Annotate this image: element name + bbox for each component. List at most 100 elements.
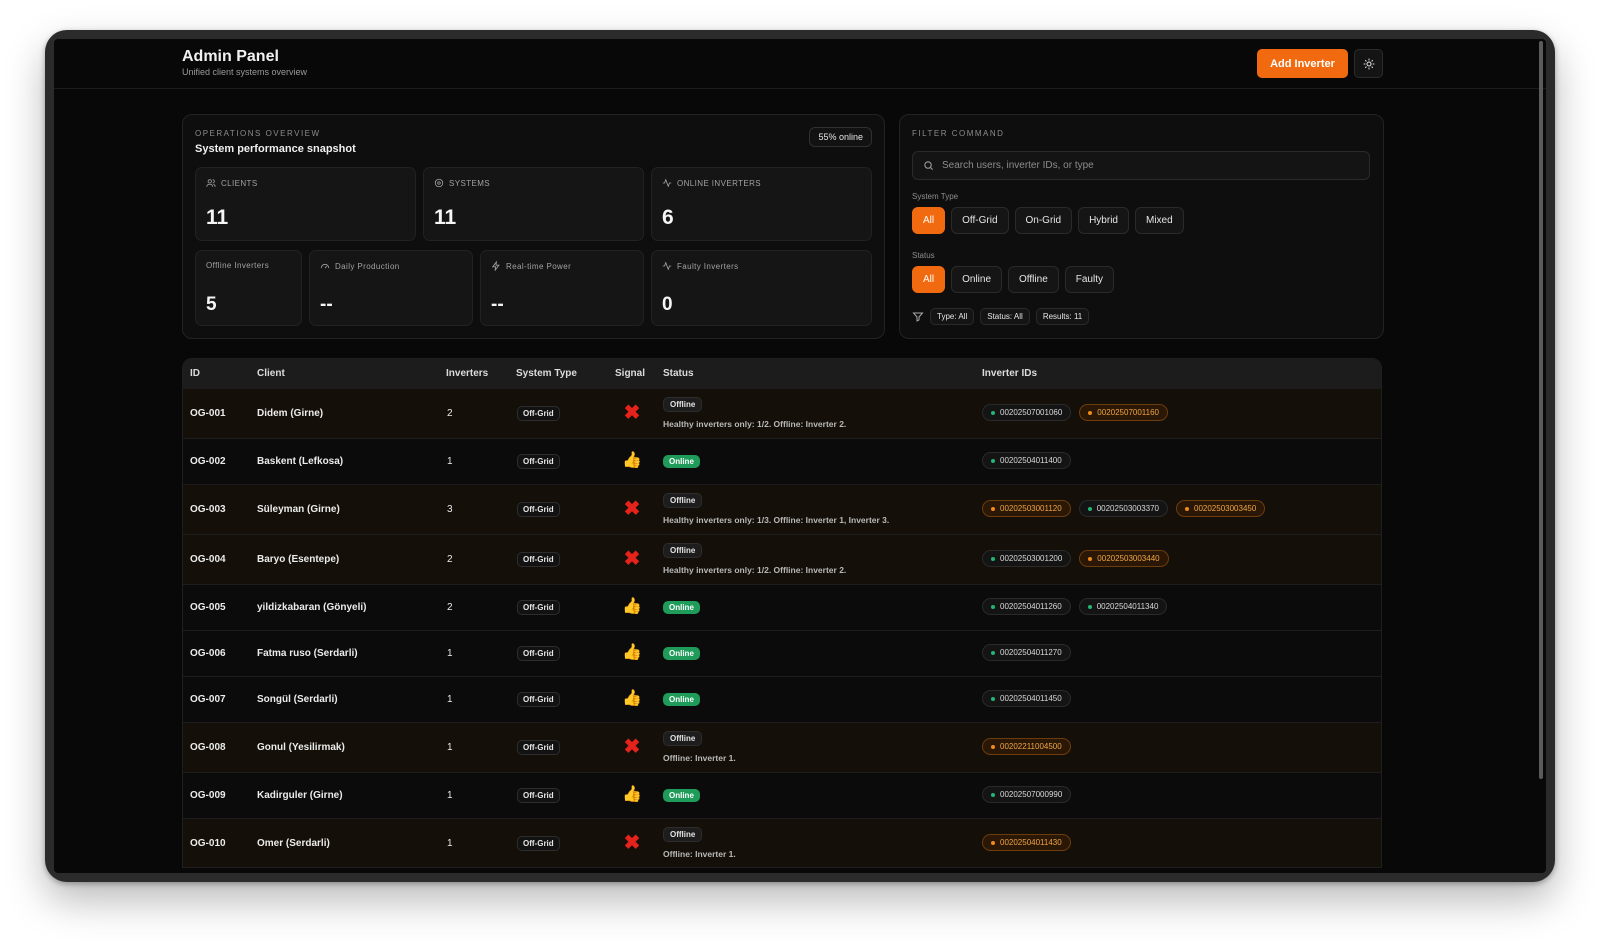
- page-title: Admin Panel: [182, 48, 279, 65]
- table-row[interactable]: OG-007 Songül (Serdarli) 1 Off-Grid 👍 Online 0…: [183, 677, 1381, 723]
- stat-value-realtime-power: --: [491, 294, 504, 315]
- header-inverters[interactable]: Inverters: [446, 368, 489, 379]
- theme-toggle-button[interactable]: [1354, 49, 1383, 78]
- row-inverter-count: 2: [447, 554, 453, 565]
- system-type-chip-all[interactable]: All: [912, 207, 946, 234]
- signal-fail-icon: ✖: [623, 498, 641, 520]
- summary-type: Type: All: [930, 308, 975, 325]
- header-id[interactable]: ID: [190, 368, 200, 379]
- signal-fail-icon: ✖: [623, 548, 641, 570]
- system-type-chip-hybrid[interactable]: Hybrid: [1078, 207, 1129, 234]
- inverter-id-text: 00202504011400: [1000, 456, 1062, 465]
- row-system-type-badge: Off-Grid: [517, 740, 560, 755]
- status-chip-faulty[interactable]: Faulty: [1064, 266, 1114, 293]
- search-input[interactable]: [942, 160, 1369, 171]
- inverter-id-text: 00202503003440: [1097, 554, 1160, 563]
- table-row[interactable]: OG-003 Süleyman (Girne) 3 Off-Grid ✖ Offline H…: [183, 485, 1381, 535]
- row-status-badge: Online: [663, 601, 700, 614]
- status-dot-ok-icon: [991, 604, 995, 609]
- row-inverter-count: 2: [447, 408, 453, 419]
- status-dot-ok-icon: [991, 650, 995, 655]
- inverter-id-pill[interactable]: 00202507001060: [982, 404, 1072, 421]
- status-chip-online[interactable]: Online: [951, 266, 1003, 293]
- filter-summary: Type: All Status: All Results: 11: [912, 308, 1090, 325]
- inverter-id-pill[interactable]: 00202503003440: [1079, 550, 1169, 567]
- table-row[interactable]: OG-004 Baryo (Esentepe) 2 Off-Grid ✖ Offline H…: [183, 535, 1381, 585]
- system-type-label: System Type: [912, 192, 959, 201]
- system-type-chip-mixed[interactable]: Mixed: [1134, 207, 1184, 234]
- row-inverter-ids: 00202507001060 00202507001160: [982, 404, 1168, 421]
- header-system-type[interactable]: System Type: [516, 368, 577, 379]
- table-row[interactable]: OG-002 Baskent (Lefkosa) 1 Off-Grid 👍 Online 0…: [183, 439, 1381, 485]
- header-client[interactable]: Client: [257, 368, 285, 379]
- inverter-id-pill[interactable]: 00202507000990: [982, 786, 1072, 803]
- table-row[interactable]: OG-005 yildizkabaran (Gönyeli) 2 Off-Grid 👍 O…: [183, 585, 1381, 631]
- device-frame: Admin Panel Unified client systems overv…: [45, 30, 1555, 882]
- signal-ok-icon: 👍: [622, 598, 642, 615]
- table-row[interactable]: OG-008 Gonul (Yesilirmak) 1 Off-Grid ✖ Offlin…: [183, 723, 1381, 773]
- status-dot-warn-icon: [991, 506, 995, 511]
- row-status-badge: Offline: [663, 543, 703, 558]
- row-id: OG-008: [190, 742, 226, 753]
- row-inverter-ids: 00202503001200 00202503003440: [982, 550, 1169, 567]
- status-chip-all[interactable]: All: [912, 266, 946, 293]
- system-type-chip-on-grid[interactable]: On-Grid: [1014, 207, 1073, 234]
- gear-icon: [434, 178, 444, 188]
- status-dot-ok-icon: [991, 410, 995, 415]
- row-id: OG-010: [190, 838, 226, 849]
- table-row[interactable]: OG-001 Didem (Girne) 2 Off-Grid ✖ Offline Heal…: [183, 389, 1381, 439]
- inverter-id-pill[interactable]: 00202504011270: [982, 644, 1071, 661]
- row-inverter-ids: 00202504011450: [982, 690, 1071, 707]
- signal-ok-icon: 👍: [622, 690, 642, 707]
- inverter-id-text: 00202503003370: [1096, 504, 1159, 513]
- page-subtitle: Unified client systems overview: [182, 67, 308, 77]
- row-inverter-ids: 00202503001120 00202503003370 002025030034…: [982, 500, 1266, 517]
- users-icon: [206, 179, 216, 187]
- stat-label-offline-inverters: Offline Inverters: [206, 261, 270, 270]
- row-status-badge: Online: [663, 693, 700, 706]
- status-dot-warn-icon: [991, 744, 995, 749]
- system-type-chip-off-grid[interactable]: Off-Grid: [951, 207, 1009, 234]
- top-bar: Admin Panel Unified client systems overv…: [54, 39, 1546, 89]
- summary-results: Results: 11: [1035, 308, 1090, 325]
- header-signal[interactable]: Signal: [615, 368, 646, 379]
- inverter-id-pill[interactable]: 00202504011430: [982, 834, 1071, 851]
- table-row[interactable]: OG-010 Omer (Serdarli) 1 Off-Grid ✖ Offline Of…: [183, 819, 1381, 867]
- row-inverter-ids: 00202504011260 00202504011340: [982, 598, 1168, 615]
- inverter-id-pill[interactable]: 00202503003370: [1078, 500, 1168, 517]
- table-row[interactable]: OG-006 Fatma ruso (Serdarli) 1 Off-Grid 👍 Onl…: [183, 631, 1381, 677]
- inverter-id-pill[interactable]: 00202503001200: [982, 550, 1072, 567]
- add-inverter-button[interactable]: Add Inverter: [1257, 49, 1348, 78]
- inverter-id-pill[interactable]: 00202504011450: [982, 690, 1071, 707]
- stat-label-daily-production: Daily Production: [335, 261, 400, 271]
- inverter-id-text: 00202504011430: [1000, 838, 1062, 847]
- inverter-id-text: 00202504011450: [1000, 694, 1062, 703]
- page-scrollbar[interactable]: [1539, 41, 1543, 779]
- row-client: Gonul (Yesilirmak): [257, 742, 345, 753]
- summary-status: Status: All: [980, 308, 1030, 325]
- stat-card-daily-production: Daily Production --: [309, 250, 473, 326]
- inverter-id-pill[interactable]: 00202504011400: [982, 452, 1071, 469]
- stat-value-systems: 11: [434, 206, 457, 229]
- inverter-id-pill[interactable]: 00202504011340: [1078, 598, 1168, 615]
- status-chip-offline[interactable]: Offline: [1008, 266, 1059, 293]
- row-inverter-ids: 00202507000990: [982, 786, 1072, 803]
- table-row[interactable]: OG-009 Kadirguler (Girne) 1 Off-Grid 👍 Online…: [183, 773, 1381, 819]
- row-status-note: Healthy inverters only: 1/2. Offline: In…: [663, 565, 847, 575]
- row-inverter-ids: 00202504011270: [982, 644, 1071, 661]
- stat-label-realtime-power: Real-time Power: [506, 261, 572, 271]
- inverter-id-pill[interactable]: 00202507001160: [1079, 404, 1168, 421]
- header-status[interactable]: Status: [663, 368, 694, 379]
- inverter-id-pill[interactable]: 00202211004500: [982, 738, 1071, 755]
- inverter-id-text: 00202507000990: [1000, 790, 1063, 799]
- stat-label-online-inverters: ONLINE INVERTERS: [677, 178, 762, 188]
- row-client: Baryo (Esentepe): [257, 554, 340, 565]
- search-box[interactable]: [912, 151, 1370, 180]
- inverter-id-pill[interactable]: 00202503001120: [982, 500, 1071, 517]
- inverter-id-pill[interactable]: 00202503003450: [1176, 500, 1266, 517]
- operations-heading: System performance snapshot: [195, 143, 356, 155]
- status-dot-ok-icon: [991, 458, 995, 463]
- header-inverter-ids[interactable]: Inverter IDs: [982, 368, 1038, 379]
- stat-card-systems: SYSTEMS 11: [423, 167, 644, 241]
- inverter-id-pill[interactable]: 00202504011260: [982, 598, 1071, 615]
